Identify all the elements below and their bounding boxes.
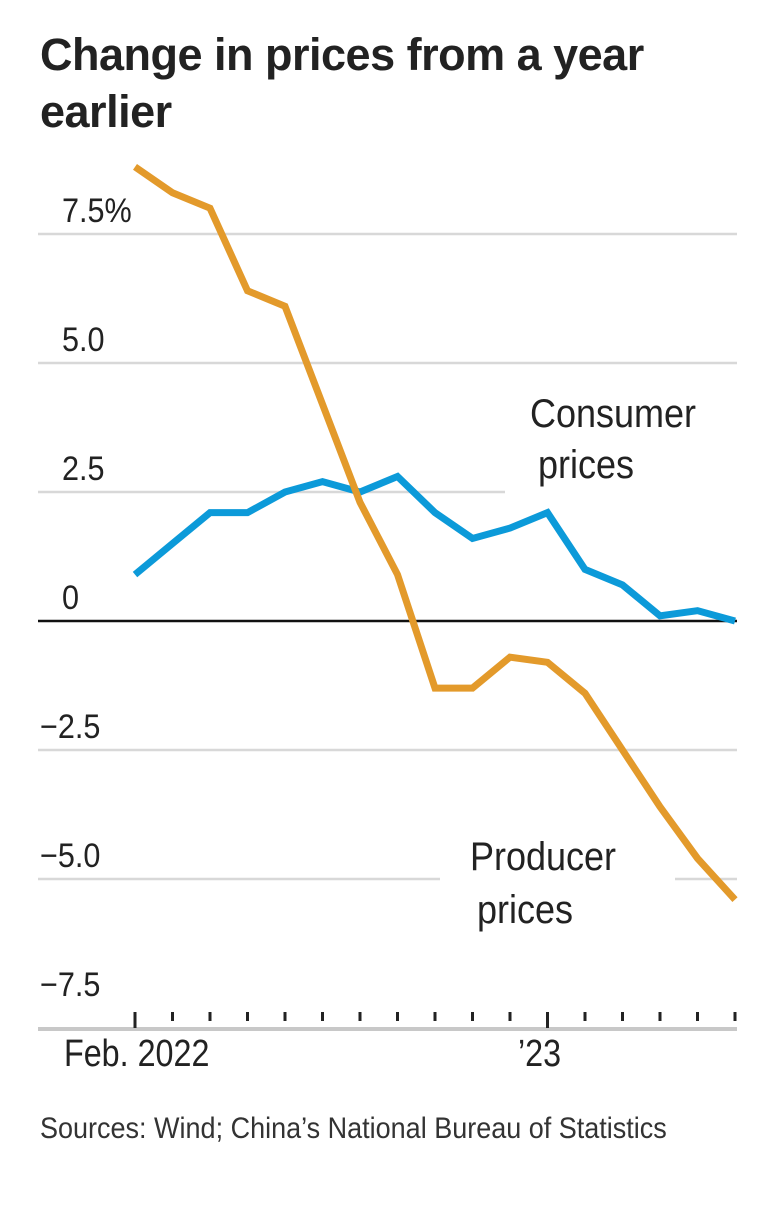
series-label: Consumer xyxy=(530,392,696,436)
chart-title: Change in prices from a year earlier xyxy=(40,29,644,137)
source-note: Sources: Wind; China’s National Bureau o… xyxy=(40,1112,667,1145)
y-axis-labels: 7.5% 5.0 2.5 0 −2.5 −5.0 −7.5 xyxy=(40,192,132,1004)
y-tick-label: 5.0 xyxy=(62,321,105,359)
y-tick-label: −5.0 xyxy=(40,837,100,875)
series-line-consumer-prices xyxy=(132,472,736,625)
series-lines xyxy=(132,164,738,902)
series-labels: Consumer prices Producer prices xyxy=(470,392,696,932)
series-line-producer-prices xyxy=(133,164,738,902)
gridlines xyxy=(38,232,737,1031)
y-tick-label: 7.5% xyxy=(62,192,132,230)
series-label: Producer xyxy=(470,835,616,879)
series-label: prices xyxy=(477,888,573,932)
x-tick-label: Feb. 2022 xyxy=(64,1033,209,1075)
x-axis: Feb. 2022 ’23 xyxy=(64,1012,737,1075)
x-tick-label: ’23 xyxy=(518,1033,561,1075)
series-label: prices xyxy=(538,443,634,487)
y-tick-label: −7.5 xyxy=(40,966,100,1004)
y-tick-label: 0 xyxy=(62,579,79,617)
y-tick-label: −2.5 xyxy=(40,708,100,746)
y-tick-label: 2.5 xyxy=(62,450,105,488)
